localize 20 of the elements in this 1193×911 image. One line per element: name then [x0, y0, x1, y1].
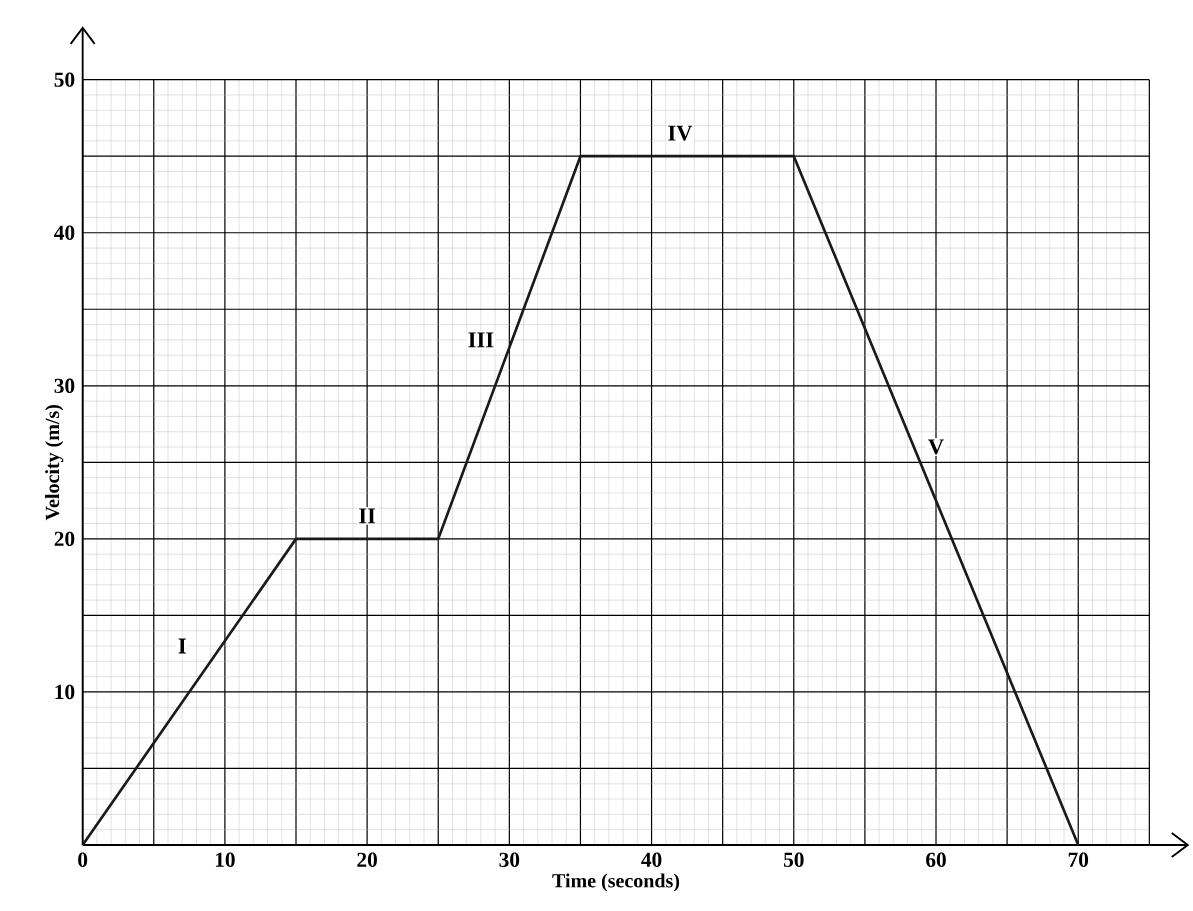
- x-tick-label: 40: [641, 852, 662, 867]
- y-axis-title: Velocity (m/s): [45, 404, 64, 521]
- annotation: IV: [668, 125, 693, 141]
- y-tick-label: 10: [55, 684, 75, 700]
- y-tick-label: 40: [54, 225, 75, 240]
- annotation: V: [928, 439, 944, 455]
- x-tick-label: 70: [1068, 852, 1089, 867]
- x-tick-label: 60: [926, 852, 946, 867]
- y-tick-label: 30: [54, 378, 75, 393]
- annotation: III: [468, 332, 494, 348]
- x-tick-label: 50: [783, 852, 804, 867]
- annotation: II: [359, 508, 376, 524]
- x-tick-label: 20: [357, 852, 377, 867]
- x-tick-label: 0: [78, 852, 88, 867]
- x-axis-title: Time (seconds): [552, 873, 680, 892]
- annotation: I: [178, 638, 186, 654]
- y-tick-label: 50: [54, 72, 75, 87]
- x-tick-label: 10: [215, 852, 235, 867]
- x-tick-label: 30: [499, 852, 520, 867]
- y-tick-label: 20: [54, 531, 75, 547]
